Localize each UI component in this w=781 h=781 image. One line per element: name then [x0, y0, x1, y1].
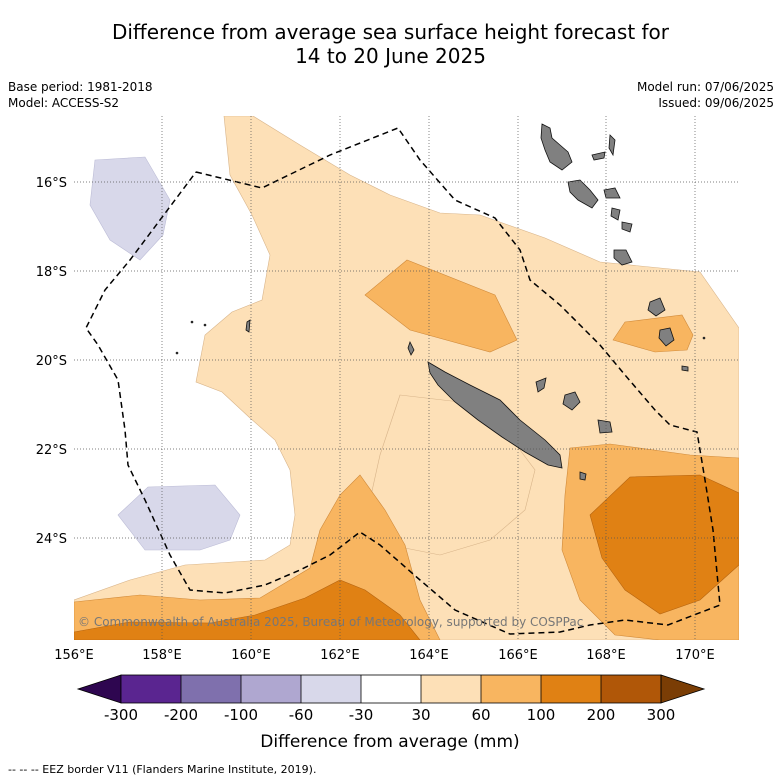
- island: [175, 351, 179, 355]
- lat-tick-label: 22°S: [36, 443, 67, 458]
- anomaly-60-100-region: [364, 259, 518, 353]
- lon-tick-label: 160°E: [231, 648, 271, 663]
- model-run-text: Model run: 07/06/2025: [636, 80, 774, 94]
- colorbar-label: -30: [349, 706, 374, 724]
- colorbar-segment: [241, 675, 301, 703]
- lon-tick-label: 158°E: [142, 648, 182, 663]
- colorbar-label: 300: [647, 706, 676, 724]
- colorbar-segment: [181, 675, 241, 703]
- lon-tick-labels: 156°E 158°E 160°E 162°E 164°E 166°E 168°…: [54, 648, 715, 663]
- base-period-text: Base period: 1981-2018: [8, 80, 153, 94]
- island: [681, 365, 689, 372]
- anomaly-60-100-region-east: [612, 314, 694, 353]
- island: [407, 340, 415, 356]
- vanuatu-espiritu-santo: [540, 123, 573, 171]
- colorbar-segment: [481, 675, 541, 703]
- island: [535, 377, 547, 393]
- model-text: Model: ACCESS-S2: [8, 96, 120, 110]
- colorbar-label: -60: [289, 706, 314, 724]
- lon-tick-label: 166°E: [498, 648, 538, 663]
- eez-legend-footer: -- -- -- EEZ border V11 (Flanders Marine…: [8, 763, 317, 776]
- colorbar-under-arrow: [76, 674, 122, 704]
- colorbar-label: -300: [104, 706, 138, 724]
- colorbar-title: Difference from average (mm): [260, 732, 519, 752]
- new-caledonia-landmass: [427, 361, 563, 469]
- colorbar-over-arrow: [660, 674, 706, 704]
- colorbar-dividers: [180, 675, 602, 703]
- island: [203, 323, 207, 327]
- island: [608, 134, 616, 157]
- colorbar-label: 100: [527, 706, 556, 724]
- island: [610, 207, 621, 221]
- lat-tick-label: 18°S: [36, 265, 67, 280]
- island: [603, 187, 621, 199]
- island: [597, 419, 613, 434]
- colorbar-label: 200: [587, 706, 616, 724]
- colorbar-segment: [301, 675, 361, 703]
- colorbar-segment: [361, 675, 421, 703]
- island: [658, 327, 675, 347]
- colorbar-segment: [541, 675, 601, 703]
- gridlines: [74, 116, 739, 640]
- lat-tick-label: 16°S: [36, 176, 67, 191]
- island: [190, 320, 194, 324]
- colorbar-segment: [421, 675, 481, 703]
- island: [562, 391, 581, 411]
- lon-tick-label: 168°E: [586, 648, 626, 663]
- anomaly-100-200-region-south: [74, 579, 421, 640]
- island: [591, 151, 606, 161]
- lat-tick-label: 20°S: [36, 354, 67, 369]
- lat-tick-label: 24°S: [36, 532, 67, 547]
- chart-title-line2: 14 to 20 June 2025: [295, 44, 486, 68]
- colorbar-segment: [121, 675, 181, 703]
- lon-tick-label: 164°E: [409, 648, 449, 663]
- lon-tick-label: 156°E: [54, 648, 94, 663]
- land-masses: [175, 123, 706, 481]
- colorbar-labels: -300 -200 -100 -60 -30 30 60 100 200 300: [104, 706, 675, 724]
- island: [621, 221, 633, 233]
- eez-border-line: [85, 127, 721, 635]
- island: [579, 471, 587, 481]
- map-area: © Commonwealth of Australia 2025, Bureau…: [74, 116, 739, 640]
- colorbar: -300 -200 -100 -60 -30 30 60 100 200 300…: [76, 674, 706, 752]
- island: [245, 319, 251, 333]
- colorbar-label: 60: [471, 706, 490, 724]
- issued-text: Issued: 09/06/2025: [658, 96, 774, 110]
- lon-tick-label: 162°E: [320, 648, 360, 663]
- anomaly-neg30-neg60-region-north: [89, 156, 171, 261]
- colorbar-label: -100: [224, 706, 258, 724]
- island: [567, 179, 599, 209]
- anomaly-neg30-neg60-region-south: [117, 484, 241, 551]
- lon-tick-label: 170°E: [675, 648, 715, 663]
- island: [702, 336, 706, 340]
- copyright-text: © Commonwealth of Australia 2025, Bureau…: [78, 615, 583, 629]
- anomaly-100-200-region-southeast: [589, 474, 739, 615]
- colorbar-label: 30: [411, 706, 430, 724]
- chart-title-line1: Difference from average sea surface heig…: [111, 20, 670, 44]
- lat-tick-labels: 16°S 18°S 20°S 22°S 24°S: [36, 176, 67, 547]
- colorbar-outline: [120, 674, 662, 704]
- colorbar-label: -200: [164, 706, 198, 724]
- island: [613, 249, 633, 266]
- island: [647, 297, 666, 317]
- colorbar-segment: [601, 675, 661, 703]
